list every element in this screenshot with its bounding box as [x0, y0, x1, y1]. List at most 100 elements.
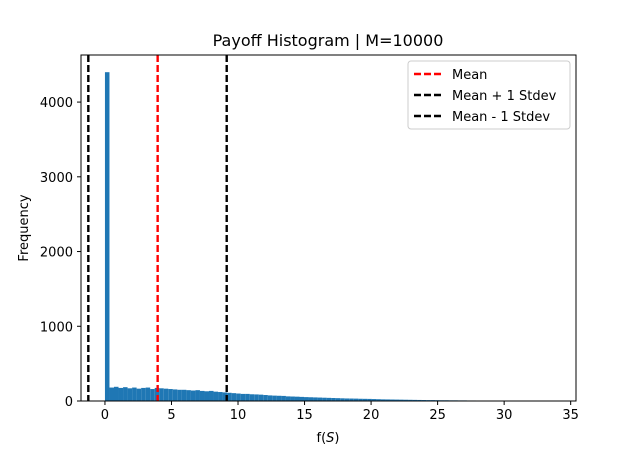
histogram-bar [358, 398, 363, 401]
histogram-bar [313, 397, 318, 401]
x-tick-label: 20 [363, 408, 380, 423]
histogram-bar [236, 393, 241, 401]
histogram-bar [331, 398, 336, 401]
histogram-bar [344, 398, 350, 401]
histogram-bar [127, 388, 133, 401]
histogram-bar [403, 399, 409, 401]
histogram-bar [308, 397, 314, 401]
histogram-bar [317, 397, 323, 401]
x-tick-label: 15 [296, 408, 313, 423]
histogram-bar [123, 387, 128, 401]
histogram-bar [245, 393, 250, 401]
histogram-bar [218, 392, 223, 401]
histogram-bar [109, 387, 114, 401]
histogram-bar [145, 387, 151, 401]
histogram-bar [367, 398, 372, 401]
histogram-bar [322, 397, 327, 401]
histogram-bar [272, 395, 277, 401]
histogram-bar [209, 390, 214, 401]
x-tick-label: 5 [167, 408, 175, 423]
histogram-bar [394, 399, 400, 401]
y-tick-label: 1000 [40, 320, 73, 335]
histogram-bar [222, 392, 228, 401]
histogram-bar [177, 389, 182, 401]
histogram-bar [240, 393, 246, 401]
x-axis-label-prefix: f( [317, 431, 327, 446]
x-tick-label: 25 [429, 408, 446, 423]
histogram-bar [281, 395, 286, 401]
histogram-bar [249, 394, 255, 401]
plot-frame [80, 54, 577, 402]
y-tick-label: 3000 [40, 171, 73, 186]
histogram-bar [412, 399, 418, 401]
histogram-bar [114, 386, 119, 401]
legend-label: Mean [452, 68, 487, 83]
histogram-bar [349, 398, 354, 401]
x-tick-label: 10 [230, 408, 247, 423]
histogram-bar [172, 389, 178, 401]
legend: Mean Mean + 1 Stdev Mean - 1 Stdev [407, 60, 571, 130]
histogram-bar [294, 396, 300, 401]
histogram-bar [399, 399, 404, 401]
histogram-bar [304, 397, 309, 401]
y-tick-label: 2000 [40, 246, 73, 261]
histogram-bar [254, 394, 259, 401]
histogram-bar [199, 390, 205, 401]
histogram-bar [263, 395, 268, 401]
histogram-bar [290, 396, 295, 401]
histogram-bars [104, 72, 558, 401]
histogram-bar [231, 393, 237, 401]
histogram-bar [353, 398, 359, 401]
histogram-bar [376, 399, 381, 401]
x-axis-label-variable: S [326, 431, 334, 446]
histogram-bar [408, 399, 413, 401]
x-tick-label: 30 [496, 408, 513, 423]
histogram-bar [389, 399, 395, 401]
histogram-bar [267, 395, 273, 401]
reference-lines [87, 55, 228, 401]
histogram-bar [104, 72, 110, 401]
x-tick-label: 0 [101, 408, 109, 423]
histogram-bar [181, 389, 187, 401]
histogram-bar [385, 399, 390, 401]
histogram-bar [417, 399, 422, 401]
histogram-bar [195, 390, 200, 401]
y-axis-ticks: 0 1000 2000 3000 4000 [40, 96, 81, 410]
histogram-bar [159, 388, 164, 401]
legend-label: Mean + 1 Stdev [452, 89, 557, 104]
histogram-bar [299, 396, 305, 401]
histogram-bar [335, 398, 341, 401]
histogram-bar [285, 396, 291, 401]
x-axis-label-suffix: ) [334, 431, 339, 446]
histogram-bar [154, 387, 160, 401]
histogram-bar [362, 398, 368, 401]
chart-title: Payoff Histogram | M=10000 [213, 31, 444, 50]
x-axis-ticks: 0 5 10 15 20 25 30 35 [101, 401, 579, 423]
histogram-bar [258, 394, 264, 401]
histogram-bar [213, 391, 219, 401]
histogram-bar [150, 389, 155, 401]
histogram-bar [141, 387, 146, 401]
x-tick-label: 35 [562, 408, 579, 423]
histogram-bar [204, 391, 209, 401]
histogram-bar [340, 398, 345, 401]
histogram-bar [326, 397, 332, 401]
histogram-bar [168, 389, 173, 401]
histogram-bar [371, 399, 377, 401]
y-axis-label: Frequency [17, 194, 32, 261]
histogram-bar [136, 388, 142, 401]
histogram-bar [186, 390, 191, 401]
legend-box [407, 60, 571, 130]
legend-label: Mean - 1 Stdev [452, 110, 550, 125]
histogram-bar [118, 387, 124, 401]
y-tick-label: 0 [65, 395, 73, 410]
histogram-bar [190, 390, 196, 401]
histogram-bar [132, 387, 137, 401]
x-axis-label: f(S) [317, 431, 340, 446]
histogram-bar [227, 392, 232, 401]
histogram-bar [380, 399, 386, 401]
histogram-bar [163, 388, 169, 401]
histogram-bar [276, 395, 282, 401]
y-tick-label: 4000 [40, 96, 73, 111]
